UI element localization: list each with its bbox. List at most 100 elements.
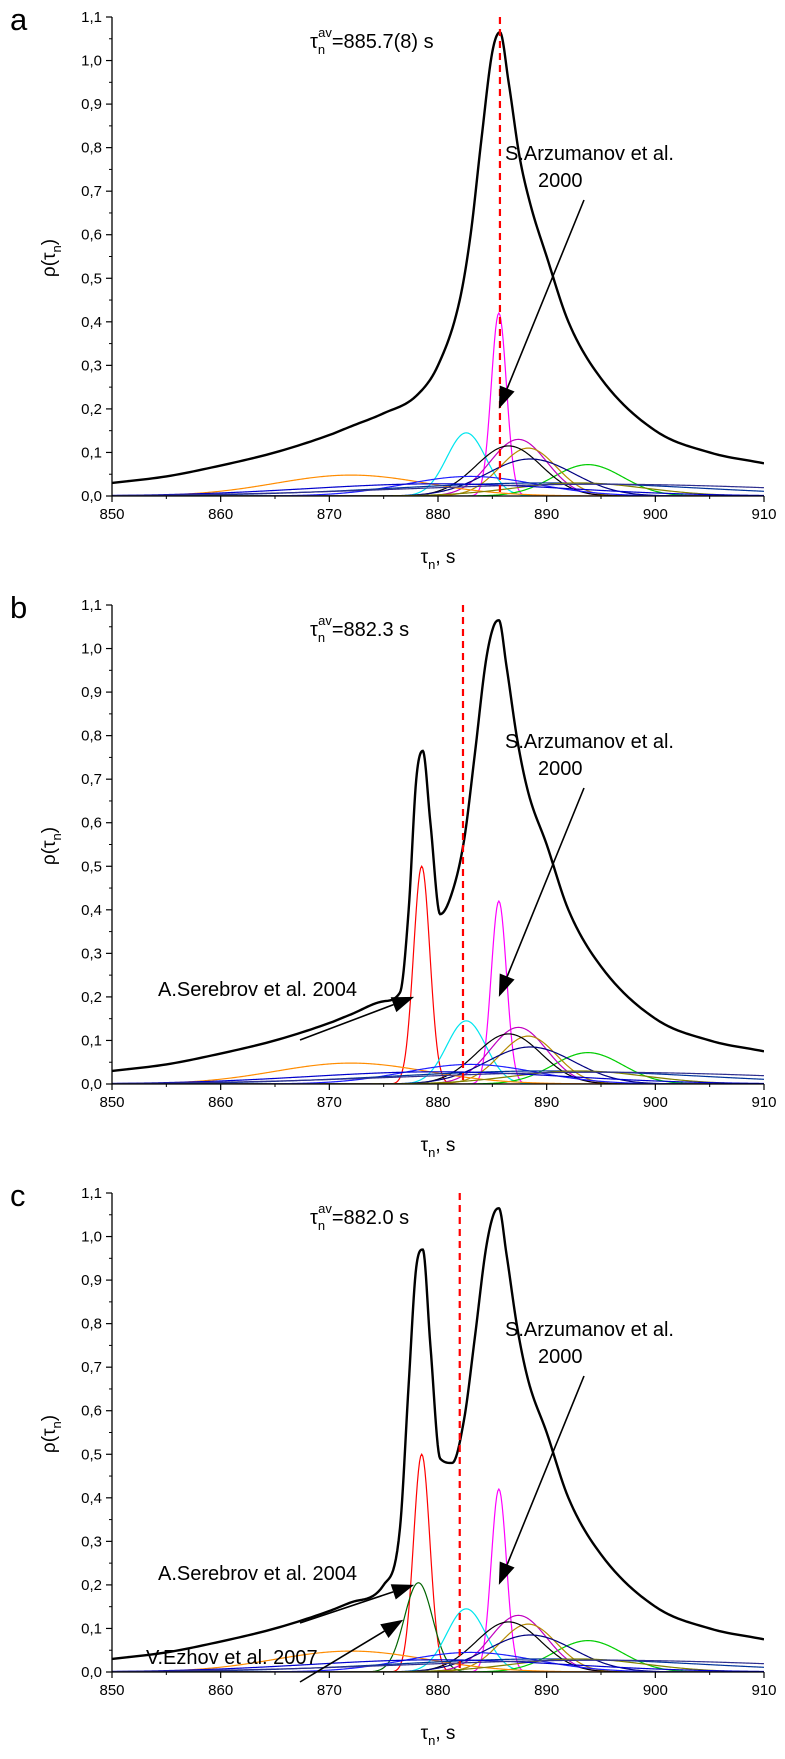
annotation-arrow-line (299, 1591, 394, 1624)
y-tick-label: 0,8 (81, 728, 102, 745)
component-curve (112, 1070, 764, 1084)
y-axis-label: ρ(τn) (39, 827, 64, 865)
component-curve (112, 865, 764, 1084)
y-tick-label: 0,5 (81, 1446, 102, 1463)
x-tick-label: 910 (751, 1682, 776, 1699)
x-tick-label: 890 (534, 1094, 559, 1111)
y-tick-label: 0,5 (81, 858, 102, 875)
y-tick-label: 0,6 (81, 1403, 102, 1420)
y-tick-label: 1,0 (81, 641, 102, 658)
y-tick-label: 0,9 (81, 96, 102, 113)
total-curve (112, 1207, 764, 1661)
component-curve (112, 1071, 764, 1084)
annotation-arrow-line (506, 199, 585, 389)
x-tick-label: 900 (643, 506, 668, 523)
y-tick-label: 0,2 (81, 1577, 102, 1594)
y-tick-label: 0,5 (81, 270, 102, 287)
annotation-arrow-line (506, 787, 585, 977)
y-tick-label: 0,1 (81, 1032, 102, 1049)
y-tick-label: 1,0 (81, 1229, 102, 1246)
average-label: τnav=882.3 s (310, 613, 409, 645)
component-curve (112, 1453, 764, 1672)
x-tick-label: 850 (99, 1682, 124, 1699)
component-curve (112, 1071, 764, 1084)
panel-letter: a (10, 2, 28, 37)
annotation-arrow-head (498, 1561, 515, 1585)
y-tick-label: 0,4 (81, 314, 102, 331)
x-tick-label: 880 (425, 506, 450, 523)
annotation-label: A.Serebrov et al. 2004 (158, 979, 357, 1001)
component-curve (112, 1020, 764, 1084)
component-curve (112, 1659, 764, 1672)
annotation-label: A.Serebrov et al. 2004 (158, 1563, 357, 1585)
annotation-arrow-head (498, 973, 515, 997)
x-axis-label: τn, s (421, 547, 456, 572)
component-curve (112, 432, 764, 496)
x-tick-label: 910 (751, 506, 776, 523)
x-tick-label: 860 (208, 506, 233, 523)
x-axis-label: τn, s (421, 1135, 456, 1160)
total-curve (112, 30, 764, 485)
x-tick-label: 880 (425, 1094, 450, 1111)
total-curve (112, 619, 764, 1073)
y-tick-label: 1,0 (81, 53, 102, 70)
chart-panel-b: b 0,0 0,1 0,2 0,3 0,4 0,5 0,6 0,7 0,8 0,9 1,0 1,1 850… (10, 590, 777, 1160)
y-tick-label: 1,1 (81, 597, 102, 614)
annotation-arrow-line (299, 1003, 394, 1041)
y-tick-label: 0,7 (81, 1359, 102, 1376)
y-tick-label: 0,7 (81, 183, 102, 200)
y-tick-label: 0,3 (81, 1533, 102, 1550)
average-label: τnav=885.7(8) s (310, 25, 434, 57)
y-tick-label: 0,9 (81, 684, 102, 701)
component-curve (112, 464, 764, 496)
component-curve (112, 1658, 764, 1672)
x-tick-label: 900 (643, 1094, 668, 1111)
y-tick-label: 0,2 (81, 989, 102, 1006)
x-tick-label: 890 (534, 1682, 559, 1699)
y-tick-label: 0,6 (81, 227, 102, 244)
annotation-arrow-line (506, 1375, 585, 1565)
annotation-arrow-head (390, 996, 415, 1013)
y-tick-label: 1,1 (81, 9, 102, 26)
chart-panel-a: a 0,0 0,1 0,2 0,3 0,4 0,5 0,6 0,7 0,8 0,9 1,0 1,1 850… (10, 2, 777, 572)
annotation-arrow-head (390, 1584, 415, 1600)
x-tick-label: 860 (208, 1094, 233, 1111)
x-tick-label: 870 (317, 506, 342, 523)
y-tick-label: 0,0 (81, 488, 102, 505)
y-tick-label: 0,6 (81, 815, 102, 832)
component-curve (112, 483, 764, 496)
x-tick-label: 870 (317, 1682, 342, 1699)
y-tick-label: 1,1 (81, 1185, 102, 1202)
x-tick-label: 870 (317, 1094, 342, 1111)
component-curve (112, 1052, 764, 1084)
panel-letter: c (10, 1178, 26, 1213)
component-curve (112, 1640, 764, 1672)
component-curve (112, 1033, 764, 1084)
x-tick-label: 890 (534, 506, 559, 523)
y-tick-label: 0,3 (81, 357, 102, 374)
annotation-label: S.Arzumanov et al. 2000 (505, 731, 674, 780)
x-tick-label: 860 (208, 1682, 233, 1699)
y-tick-label: 0,2 (81, 401, 102, 418)
panel-letter: b (10, 590, 27, 625)
y-tick-label: 0,8 (81, 1316, 102, 1333)
component-curve (112, 1035, 764, 1084)
y-tick-label: 0,4 (81, 902, 102, 919)
x-tick-label: 880 (425, 1682, 450, 1699)
component-curve (112, 1621, 764, 1672)
y-tick-label: 0,8 (81, 140, 102, 157)
y-tick-label: 0,7 (81, 771, 102, 788)
x-axis-label: τn, s (421, 1723, 456, 1748)
annotation-arrow-head (498, 385, 515, 409)
component-curve (112, 447, 764, 496)
x-tick-label: 900 (643, 1682, 668, 1699)
component-curve (112, 445, 764, 496)
y-tick-label: 0,1 (81, 1620, 102, 1637)
average-label: τnav=882.0 s (310, 1201, 409, 1233)
x-tick-label: 850 (99, 1094, 124, 1111)
x-tick-label: 850 (99, 506, 124, 523)
y-tick-label: 0,4 (81, 1490, 102, 1507)
chart-panel-c: c 0,0 0,1 0,2 0,3 0,4 0,5 0,6 0,7 0,8 0,9 1,0 1,1 850… (10, 1178, 777, 1748)
